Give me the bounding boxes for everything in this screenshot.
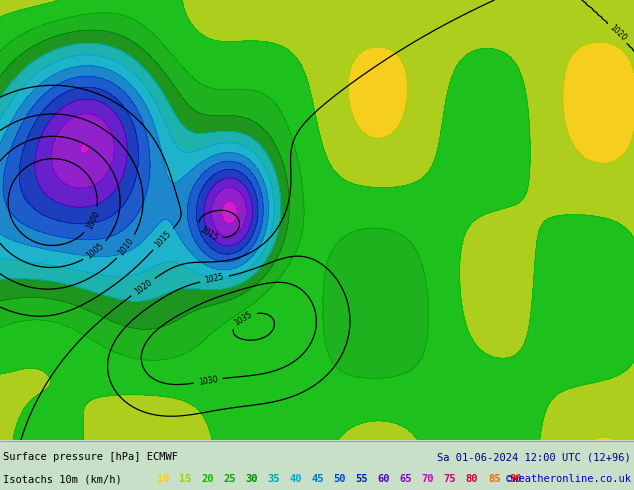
Text: 60: 60 [378,474,390,484]
Text: 1000: 1000 [84,210,101,231]
Text: 50: 50 [333,474,346,484]
Text: Isotachs 10m (km/h): Isotachs 10m (km/h) [3,474,122,484]
Text: 1015: 1015 [198,225,219,243]
Text: 70: 70 [422,474,434,484]
Text: 1015: 1015 [153,229,173,249]
Text: 1020: 1020 [133,278,153,296]
Text: 1030: 1030 [198,375,219,387]
Text: 20: 20 [201,474,214,484]
Text: 1020: 1020 [608,23,628,43]
Text: 65: 65 [399,474,412,484]
Text: 10: 10 [157,474,169,484]
Text: Surface pressure [hPa] ECMWF: Surface pressure [hPa] ECMWF [3,452,178,462]
Text: 25: 25 [223,474,236,484]
Text: Sa 01-06-2024 12:00 UTC (12+96): Sa 01-06-2024 12:00 UTC (12+96) [437,452,631,462]
Text: 75: 75 [444,474,456,484]
Text: 80: 80 [466,474,478,484]
Text: ©weatheronline.co.uk: ©weatheronline.co.uk [506,474,631,484]
Text: 1005: 1005 [85,242,106,261]
Text: 1025: 1025 [204,273,225,285]
Text: 85: 85 [488,474,500,484]
Text: 55: 55 [356,474,368,484]
Text: 40: 40 [289,474,302,484]
Text: 45: 45 [311,474,324,484]
Text: 1010: 1010 [117,237,136,257]
Text: 30: 30 [245,474,258,484]
Text: 1035: 1035 [233,310,254,327]
Text: 90: 90 [510,474,522,484]
Text: 15: 15 [179,474,191,484]
Text: 35: 35 [268,474,280,484]
